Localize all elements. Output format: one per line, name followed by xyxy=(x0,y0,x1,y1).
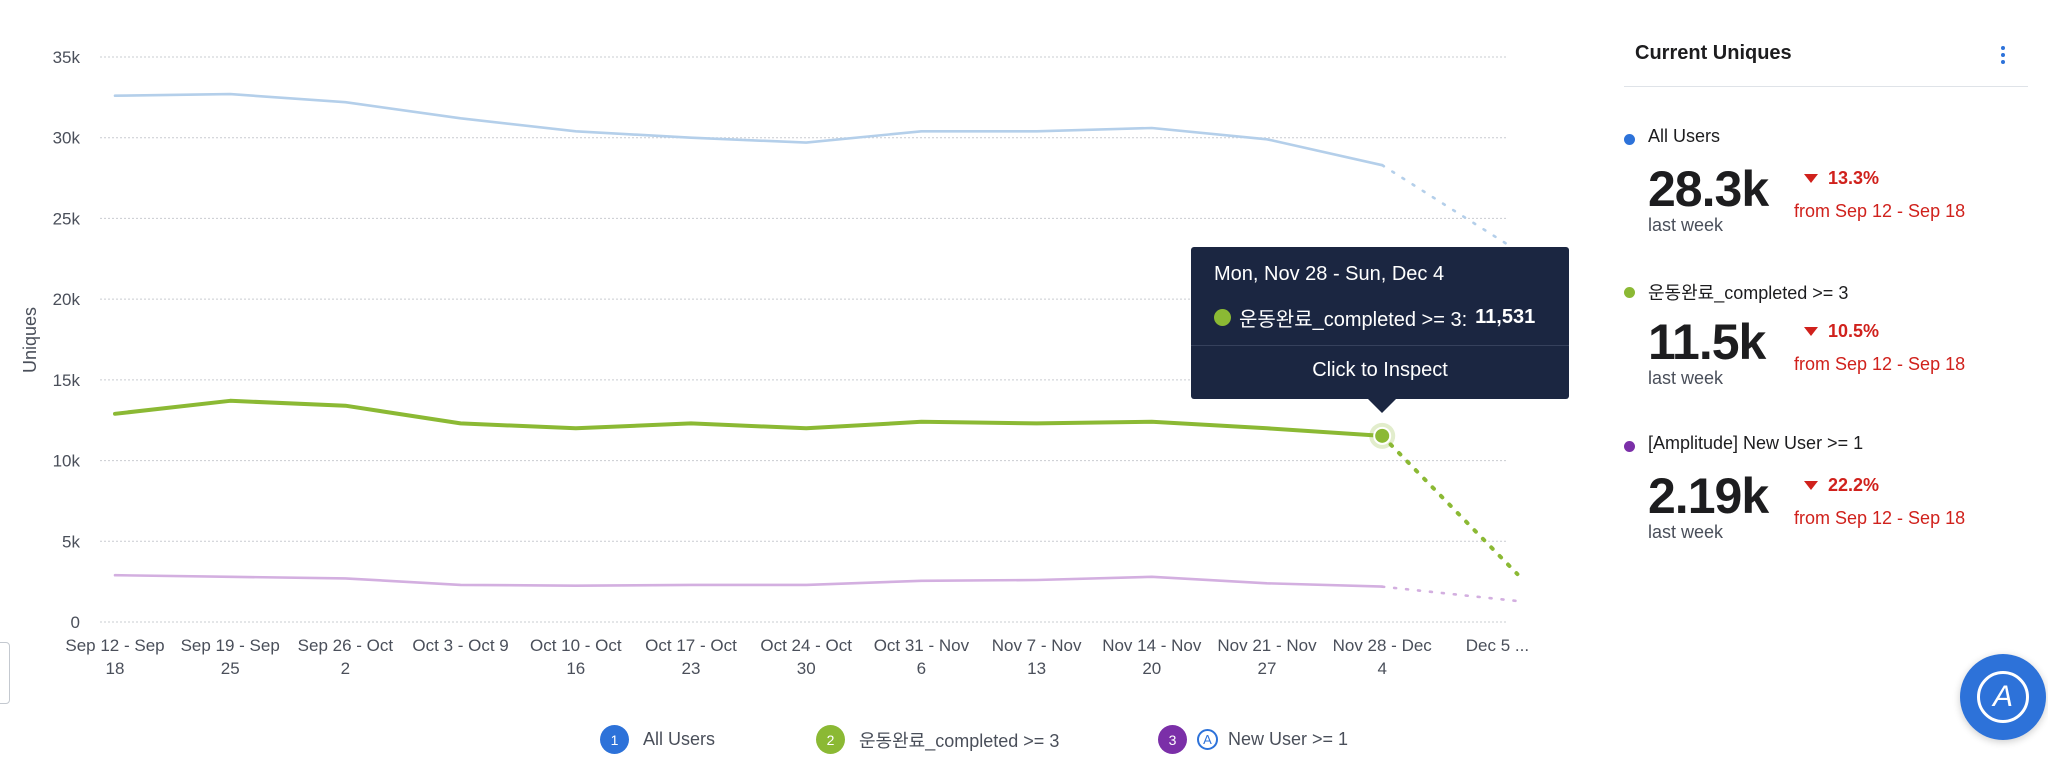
x-tick-label: Dec 5 ... xyxy=(1466,636,1529,655)
legend-number-badge: 1 xyxy=(600,725,629,754)
x-tick-label: Oct 24 - Oct xyxy=(760,636,852,655)
series-line xyxy=(113,92,1384,167)
panel-title: Current Uniques xyxy=(1635,42,1792,64)
series-incomplete-segment xyxy=(1380,163,1519,253)
metric-period: last week xyxy=(1648,368,1724,388)
x-tick-label: Nov 21 - Nov xyxy=(1217,636,1317,655)
x-tick-label: 20 xyxy=(1142,659,1161,678)
y-tick-label: 0 xyxy=(71,613,80,632)
x-tick-label: 16 xyxy=(566,659,585,678)
tooltip-divider xyxy=(1191,345,1569,346)
x-axis-ticks: Sep 12 - Sep 18 Sep 19 - Sep 25 Sep 26 - Oct… xyxy=(65,636,1529,678)
tooltip-series-label: 운동완료_completed >= 3: xyxy=(1239,309,1468,331)
legend-item-completed[interactable]: 2 운동완료_completed >= 3 xyxy=(816,725,1059,754)
x-tick-label: 2 xyxy=(341,659,350,678)
chart-tooltip[interactable]: Mon, Nov 28 - Sun, Dec 4 운동완료_completed … xyxy=(1191,247,1569,413)
x-tick-label: Oct 17 - Oct xyxy=(645,636,737,655)
metric-new-user: [Amplitude] New User >= 1 2.19k last wee… xyxy=(1624,433,2028,573)
metric-change-value: 13.3% xyxy=(1828,168,1880,188)
series-incomplete-segment xyxy=(1380,433,1520,577)
x-tick-label: Oct 3 - Oct 9 xyxy=(412,636,508,655)
x-tick-label: Sep 26 - Oct xyxy=(298,636,394,655)
metric-name: 운동완료_completed >= 3 xyxy=(1648,283,1849,303)
down-arrow-icon xyxy=(1804,327,1818,336)
current-uniques-panel: Current Uniques All Users 28.3k last wee… xyxy=(1624,0,2028,763)
panel-divider xyxy=(1624,86,2028,87)
x-tick-label: 13 xyxy=(1027,659,1046,678)
kebab-menu-icon[interactable] xyxy=(1994,46,2012,68)
amplitude-logo-icon: A xyxy=(1977,671,2029,723)
tooltip-arrow xyxy=(1368,399,1396,413)
metric-all-users: All Users 28.3k last week 13.3% from Sep… xyxy=(1624,126,2028,266)
tooltip-series-dot xyxy=(1214,309,1231,326)
y-tick-label: 15k xyxy=(53,371,81,390)
tooltip-date: Mon, Nov 28 - Sun, Dec 4 xyxy=(1214,263,1445,285)
highlight-points xyxy=(1369,422,1396,449)
legend-number-badge: 2 xyxy=(816,725,845,754)
metric-value: 28.3k xyxy=(1648,161,1769,217)
y-tick-label: 10k xyxy=(53,452,81,471)
highlight-point xyxy=(1373,426,1392,445)
metric-compare: from Sep 12 - Sep 18 xyxy=(1794,354,1966,374)
metric-value: 11.5k xyxy=(1648,314,1766,370)
series-lines xyxy=(113,92,1520,603)
metric-name: [Amplitude] New User >= 1 xyxy=(1648,433,1864,453)
series-dot-icon xyxy=(1624,134,1635,145)
y-tick-label: 20k xyxy=(53,290,81,309)
metric-change: 10.5% xyxy=(1804,321,1879,342)
y-tick-label: 30k xyxy=(53,129,81,148)
legend-item-new-user[interactable]: 3 A New User >= 1 xyxy=(1158,725,1348,754)
legend-number-badge: 3 xyxy=(1158,725,1187,754)
metric-compare: from Sep 12 - Sep 18 xyxy=(1794,201,1966,221)
metric-period: last week xyxy=(1648,522,1724,542)
tooltip-series-row: 운동완료_completed >= 3: 11,531 xyxy=(1214,303,1535,332)
x-tick-label: 18 xyxy=(106,659,125,678)
legend-label: New User >= 1 xyxy=(1228,729,1349,749)
y-axis-title: Uniques xyxy=(20,307,40,373)
series-dot-icon xyxy=(1624,287,1635,298)
y-tick-label: 25k xyxy=(53,209,81,228)
x-tick-label: Sep 12 - Sep xyxy=(65,636,164,655)
series-line xyxy=(113,398,1385,438)
metric-change: 22.2% xyxy=(1804,475,1879,496)
x-tick-label: 6 xyxy=(917,659,926,678)
metric-compare: from Sep 12 - Sep 18 xyxy=(1794,508,1966,528)
x-tick-label: Sep 19 - Sep xyxy=(181,636,280,655)
collapse-handle[interactable] xyxy=(0,642,10,704)
metric-name: All Users xyxy=(1648,126,1721,146)
metric-change-value: 10.5% xyxy=(1828,321,1880,341)
x-tick-label: Oct 31 - Nov xyxy=(874,636,970,655)
down-arrow-icon xyxy=(1804,481,1818,490)
legend-item-all-users[interactable]: 1 All Users xyxy=(600,725,715,754)
x-tick-label: Nov 7 - Nov xyxy=(992,636,1082,655)
series-incomplete-segment xyxy=(1380,585,1519,603)
legend-label: All Users xyxy=(643,729,716,749)
x-tick-label: 23 xyxy=(682,659,701,678)
metric-value: 2.19k xyxy=(1648,468,1769,524)
x-tick-label: 25 xyxy=(221,659,240,678)
metric-change-value: 22.2% xyxy=(1828,475,1880,495)
metric-completed: 운동완료_completed >= 3 11.5k last week 10.5… xyxy=(1624,279,2028,419)
x-tick-label: Nov 28 - Dec xyxy=(1333,636,1433,655)
x-tick-label: 27 xyxy=(1258,659,1277,678)
series-line xyxy=(113,573,1384,588)
y-tick-label: 35k xyxy=(53,48,81,67)
legend-label: 운동완료_completed >= 3 xyxy=(859,730,1060,751)
x-tick-label: Oct 10 - Oct xyxy=(530,636,622,655)
down-arrow-icon xyxy=(1804,174,1818,183)
x-tick-label: Nov 14 - Nov xyxy=(1102,636,1202,655)
metric-change: 13.3% xyxy=(1804,168,1879,189)
series-dot-icon xyxy=(1624,441,1635,452)
y-axis-ticks: 35k 30k 25k 20k 15k 10k 5k 0 xyxy=(53,48,81,632)
metric-period: last week xyxy=(1648,215,1724,235)
x-tick-label: 30 xyxy=(797,659,816,678)
amplitude-assistant-button[interactable]: A xyxy=(1960,654,2046,740)
x-tick-label: 4 xyxy=(1377,659,1386,678)
y-tick-label: 5k xyxy=(62,532,80,551)
inspect-button[interactable]: Click to Inspect xyxy=(1312,359,1448,381)
amplitude-logo-icon: A xyxy=(1197,729,1218,750)
tooltip-value: 11,531 xyxy=(1475,306,1536,328)
